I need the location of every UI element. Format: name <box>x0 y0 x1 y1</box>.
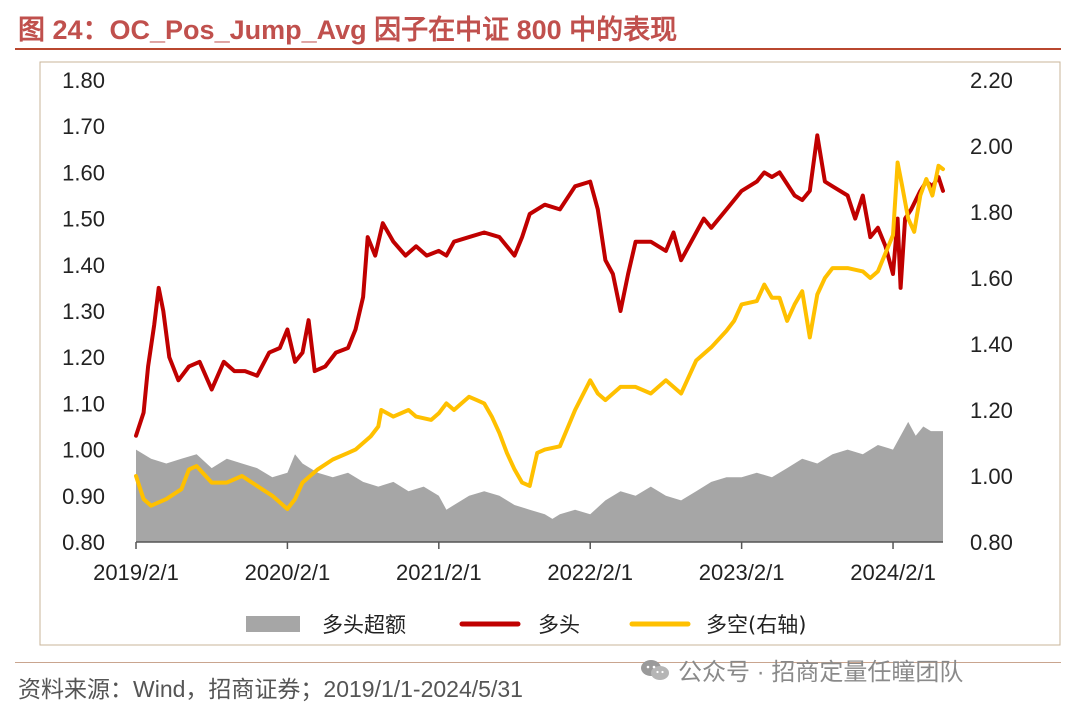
x-axis-tick-label: 2020/2/1 <box>245 560 331 585</box>
x-axis-tick-label: 2019/2/1 <box>93 560 179 585</box>
left-axis-tick-label: 1.40 <box>62 253 105 278</box>
right-axis-tick-label: 1.20 <box>970 398 1013 423</box>
x-axis-tick-label: 2022/2/1 <box>547 560 633 585</box>
left-axis-tick-label: 1.10 <box>62 391 105 416</box>
left-axis-tick-label: 1.20 <box>62 345 105 370</box>
left-axis-tick-label: 1.80 <box>62 68 105 93</box>
right-axis-tick-label: 1.60 <box>970 266 1013 291</box>
left-axis-tick-label: 1.60 <box>62 160 105 185</box>
source-note: 资料来源：Wind，招商证券；2019/1/1-2024/5/31 <box>18 676 523 702</box>
legend-label: 多空(右轴) <box>706 613 806 637</box>
left-axis-tick-label: 1.30 <box>62 299 105 324</box>
right-axis-tick-label: 1.80 <box>970 200 1013 225</box>
left-axis-tick-label: 0.80 <box>62 530 105 555</box>
legend-label: 多头 <box>538 613 580 637</box>
right-axis-tick-label: 2.20 <box>970 68 1013 93</box>
long-short-line <box>134 160 945 511</box>
legend-swatch-excess <box>246 616 300 632</box>
x-axis-tick-label: 2021/2/1 <box>396 560 482 585</box>
x-axis-tick-label: 2023/2/1 <box>699 560 785 585</box>
left-axis-tick-label: 1.50 <box>62 207 105 232</box>
legend: 多头超额 多头 多空(右轴) <box>246 613 806 637</box>
x-axis-tick-label: 2024/2/1 <box>850 560 936 585</box>
watermark-text: 公众号 · 招商定量任瞳团队 <box>678 659 964 686</box>
right-axis-tick-label: 0.80 <box>970 530 1013 555</box>
series-line-layer <box>134 133 945 511</box>
excess-return-area <box>136 421 943 542</box>
right-axis-tick-label: 1.00 <box>970 464 1013 489</box>
wechat-icon <box>641 659 669 680</box>
chart-canvas: 1.80 1.70 1.60 1.50 1.40 1.30 1.20 1.10 1.00 0.90… <box>39 61 1061 646</box>
right-axis-tick-label: 1.40 <box>970 332 1013 357</box>
title-divider <box>15 48 1061 50</box>
chart-title: 图 24：OC_Pos_Jump_Avg 因子在中证 800 中的表现 <box>18 15 678 45</box>
excess-area-layer <box>136 421 943 542</box>
footer-divider <box>15 662 1061 663</box>
legend-label: 多头超额 <box>322 613 406 637</box>
left-axis-tick-label: 0.90 <box>62 484 105 509</box>
axes-layer: 1.80 1.70 1.60 1.50 1.40 1.30 1.20 1.10 1.00 0.90… <box>62 68 1013 585</box>
right-axis-tick-label: 2.00 <box>970 134 1013 159</box>
plot-frame <box>39 61 1061 646</box>
left-axis-tick-label: 1.00 <box>62 438 105 463</box>
watermark: 公众号 · 招商定量任瞳团队 <box>640 652 963 687</box>
left-axis-tick-label: 1.70 <box>62 114 105 139</box>
long-line <box>134 133 945 438</box>
